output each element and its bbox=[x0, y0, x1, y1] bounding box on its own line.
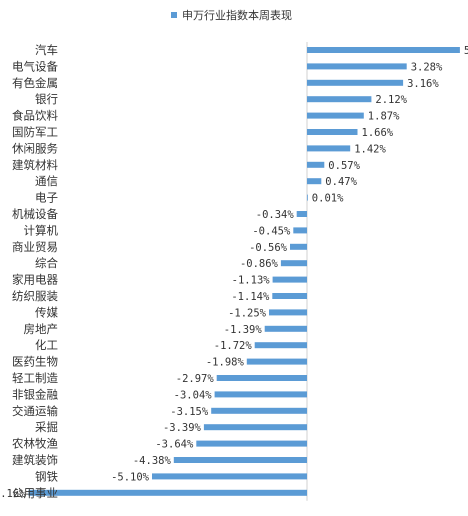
category-label: 电子 bbox=[35, 191, 58, 205]
bar bbox=[196, 440, 307, 447]
value-label: -0.34% bbox=[256, 209, 295, 221]
value-labels: 5.03% 3.28% 3.16%2.12% 1.87% 1.66% 1.42% 0.57%… bbox=[0, 45, 468, 500]
bar bbox=[307, 178, 322, 185]
value-label: -2.97% bbox=[176, 373, 215, 385]
bar bbox=[272, 293, 307, 299]
value-label: -1.39% bbox=[224, 324, 263, 336]
category-label: 有色金属 bbox=[12, 76, 58, 90]
value-label: 1.42% bbox=[354, 143, 386, 155]
category-label: 综合 bbox=[35, 256, 58, 270]
bar bbox=[216, 375, 307, 381]
bar bbox=[272, 276, 307, 283]
legend-swatch bbox=[171, 12, 177, 18]
value-label: 1.66% bbox=[362, 127, 394, 139]
value-label: -1.13% bbox=[232, 275, 271, 287]
bars-group bbox=[28, 47, 460, 496]
bar bbox=[307, 194, 308, 201]
bar bbox=[152, 473, 307, 480]
bar bbox=[254, 342, 307, 349]
category-label: 采掘 bbox=[35, 420, 58, 434]
value-label: 0.47% bbox=[325, 176, 357, 188]
value-label: -3.39% bbox=[163, 422, 202, 434]
value-label: -1.72% bbox=[214, 340, 253, 352]
value-label: 3.28% bbox=[411, 61, 443, 73]
category-label: 休闲服务 bbox=[12, 141, 58, 155]
bar bbox=[203, 424, 307, 431]
value-label: -0.45% bbox=[252, 225, 291, 237]
value-label: 5.03% bbox=[464, 45, 468, 57]
bar bbox=[307, 47, 460, 53]
value-label: 0.01% bbox=[312, 193, 344, 205]
bar bbox=[28, 489, 307, 496]
bar bbox=[307, 145, 351, 152]
bar bbox=[307, 96, 372, 103]
bar bbox=[246, 358, 307, 365]
category-label: 银行 bbox=[35, 92, 58, 106]
bar bbox=[269, 309, 307, 316]
value-label: -9.16% bbox=[0, 488, 26, 500]
category-label: 家用电器 bbox=[12, 273, 58, 287]
value-label: -3.04% bbox=[174, 389, 213, 401]
bar bbox=[173, 457, 307, 463]
legend: 申万行业指数本周表现 bbox=[171, 8, 292, 22]
category-label: 计算机 bbox=[24, 223, 59, 237]
category-label: 房地产 bbox=[24, 322, 59, 336]
bar bbox=[290, 243, 307, 250]
value-label: 0.57% bbox=[328, 160, 360, 172]
category-label: 食品饮料 bbox=[12, 109, 58, 123]
category-label: 机械设备 bbox=[12, 207, 58, 221]
value-label: -1.14% bbox=[231, 291, 270, 303]
value-label: -4.38% bbox=[133, 455, 172, 467]
value-label: 3.16% bbox=[407, 78, 439, 90]
value-label: -3.64% bbox=[155, 439, 194, 451]
bar bbox=[280, 260, 307, 267]
bar bbox=[307, 79, 404, 86]
value-label: -3.15% bbox=[170, 406, 209, 418]
category-label: 建筑材料 bbox=[12, 158, 58, 172]
category-label: 国防军工 bbox=[12, 125, 58, 139]
value-label: 1.87% bbox=[368, 111, 400, 123]
value-label: -1.98% bbox=[206, 357, 245, 369]
category-labels: 汽车电气设备有色金属银行食品饮料国防军工休闲服务建筑材料通信电子机械设备计算机商… bbox=[12, 43, 58, 500]
bar bbox=[214, 391, 307, 398]
bar bbox=[307, 161, 325, 168]
bar bbox=[293, 227, 307, 234]
category-label: 纺织服装 bbox=[12, 289, 58, 303]
legend-label: 申万行业指数本周表现 bbox=[182, 8, 292, 22]
category-label: 化工 bbox=[35, 338, 58, 352]
category-label: 交通运输 bbox=[12, 404, 58, 418]
category-label: 通信 bbox=[35, 174, 58, 188]
category-label: 商业贸易 bbox=[12, 240, 58, 254]
category-label: 钢铁 bbox=[35, 469, 58, 483]
category-label: 非银金融 bbox=[12, 387, 58, 401]
category-label: 公用事业 bbox=[12, 486, 58, 500]
value-label: -0.56% bbox=[249, 242, 288, 254]
bar bbox=[307, 63, 407, 70]
value-label: -5.10% bbox=[111, 471, 150, 483]
category-label: 农林牧渔 bbox=[12, 437, 58, 451]
bar bbox=[307, 112, 364, 119]
bar bbox=[307, 129, 358, 135]
category-label: 建筑装饰 bbox=[12, 453, 58, 467]
value-label: 2.12% bbox=[375, 94, 407, 106]
category-label: 汽车 bbox=[35, 43, 58, 57]
category-label: 传媒 bbox=[35, 305, 58, 319]
bar bbox=[296, 211, 307, 217]
bar bbox=[211, 407, 307, 414]
value-label: -1.25% bbox=[228, 307, 267, 319]
value-label: -0.86% bbox=[240, 258, 279, 270]
category-label: 医药生物 bbox=[12, 355, 58, 369]
category-label: 电气设备 bbox=[12, 59, 58, 73]
bar bbox=[264, 325, 307, 332]
category-label: 轻工制造 bbox=[12, 371, 58, 385]
